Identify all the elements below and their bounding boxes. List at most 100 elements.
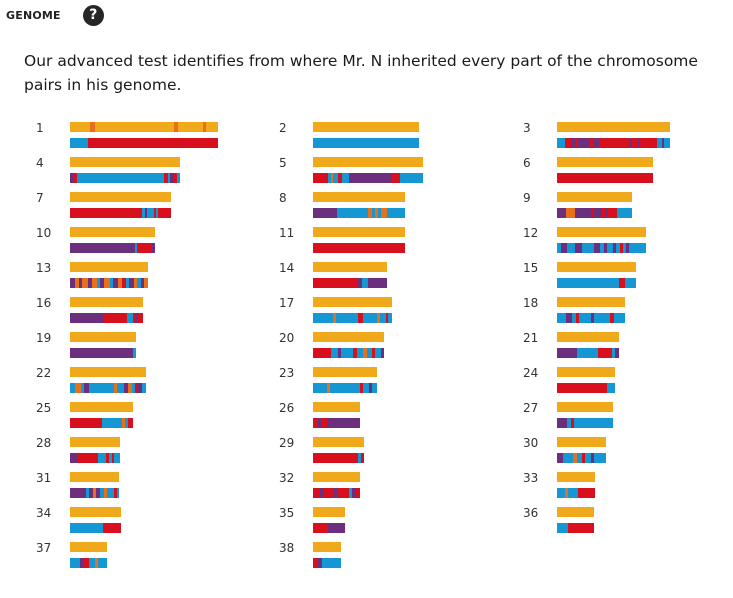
segment-yellow bbox=[95, 122, 175, 132]
chromosome-bar-bottom bbox=[313, 348, 384, 358]
question-circle-icon[interactable]: ? bbox=[82, 4, 104, 26]
genome-header: GENOME ? bbox=[6, 4, 104, 26]
segment-purple bbox=[561, 243, 568, 253]
segment-blue bbox=[177, 173, 180, 183]
segment-orange bbox=[92, 278, 98, 288]
segment-blue bbox=[70, 558, 81, 568]
segment-red bbox=[70, 208, 143, 218]
segment-purple bbox=[129, 278, 135, 288]
chromosome-bar-bottom bbox=[313, 523, 345, 533]
segment-purple bbox=[70, 278, 76, 288]
chromosome-bar-bottom bbox=[557, 348, 619, 358]
chromosome-bar-top bbox=[313, 157, 423, 167]
chromosome-bar-top bbox=[313, 192, 405, 202]
segment-orange bbox=[331, 173, 334, 183]
chromosome-number: 10 bbox=[36, 226, 52, 240]
chromosome-bar-bottom bbox=[70, 523, 121, 533]
segment-blue bbox=[577, 348, 599, 358]
chromosome-bar-top bbox=[70, 157, 180, 167]
segment-blue bbox=[137, 278, 142, 288]
segment-red bbox=[174, 173, 178, 183]
segment-purple bbox=[79, 278, 83, 288]
segment-blue bbox=[574, 418, 613, 428]
segment-blue bbox=[110, 278, 114, 288]
segment-blue bbox=[363, 313, 378, 323]
chromosome-bar-top bbox=[557, 157, 653, 167]
segment-blue bbox=[126, 278, 130, 288]
chromosome-bar-top bbox=[70, 402, 133, 412]
segment-purple bbox=[557, 453, 564, 463]
segment-purple bbox=[320, 488, 325, 498]
segment-blue bbox=[107, 488, 115, 498]
segment-red bbox=[353, 348, 358, 358]
segment-orange bbox=[95, 558, 99, 568]
segment-red bbox=[322, 418, 328, 428]
chromosome-bar-bottom bbox=[557, 278, 636, 288]
chromosome-bar-bottom bbox=[70, 278, 148, 288]
segment-purple bbox=[626, 243, 630, 253]
segment-red bbox=[557, 173, 653, 183]
segment-blue bbox=[372, 208, 376, 218]
chromosome-bar-top bbox=[313, 332, 384, 342]
segment-red bbox=[112, 453, 115, 463]
segment-red bbox=[114, 488, 118, 498]
segment-red bbox=[591, 208, 595, 218]
chromosome-bar-top bbox=[313, 472, 360, 482]
segment-red bbox=[137, 243, 153, 253]
segment-red bbox=[313, 453, 359, 463]
segment-blue bbox=[125, 418, 129, 428]
chromosome-number: 29 bbox=[279, 436, 295, 450]
segment-red bbox=[360, 383, 364, 393]
segment-blue bbox=[612, 348, 616, 358]
segment-purple bbox=[152, 243, 155, 253]
chromosome-bar-bottom bbox=[70, 208, 171, 218]
segment-red bbox=[576, 313, 580, 323]
segment-blue bbox=[100, 488, 105, 498]
chromosome-bar-bottom bbox=[70, 383, 146, 393]
segment-purple bbox=[381, 348, 384, 358]
segment-yellow bbox=[70, 262, 148, 272]
segment-orange bbox=[114, 383, 118, 393]
segment-yellow bbox=[70, 507, 121, 517]
segment-blue bbox=[117, 383, 125, 393]
segment-blue bbox=[387, 208, 405, 218]
segment-purple bbox=[70, 313, 104, 323]
segment-red bbox=[358, 313, 364, 323]
segment-yellow bbox=[557, 297, 625, 307]
chromosome-bar-top bbox=[557, 227, 646, 237]
segment-red bbox=[582, 453, 586, 463]
chromosome-bar-bottom bbox=[70, 313, 143, 323]
segment-purple bbox=[605, 208, 609, 218]
segment-purple bbox=[591, 313, 595, 323]
segment-red bbox=[361, 453, 364, 463]
segment-yellow bbox=[557, 227, 646, 237]
segment-yellow bbox=[70, 472, 119, 482]
segment-purple bbox=[70, 243, 136, 253]
chromosome-number: 2 bbox=[279, 121, 287, 135]
segment-purple bbox=[136, 313, 139, 323]
chromosome-number: 8 bbox=[279, 191, 287, 205]
chromosome-bar-bottom bbox=[70, 418, 133, 428]
segment-purple bbox=[327, 418, 360, 428]
segment-red bbox=[599, 138, 630, 148]
chromosome-bar-top bbox=[70, 542, 107, 552]
chromosome-bar-bottom bbox=[313, 208, 405, 218]
segment-purple bbox=[88, 278, 93, 288]
segment-purple bbox=[328, 523, 345, 533]
segment-orange bbox=[75, 383, 82, 393]
segment-orange bbox=[333, 313, 337, 323]
chromosome-number: 23 bbox=[279, 366, 295, 380]
segment-red bbox=[313, 348, 332, 358]
chromosome-number: 14 bbox=[279, 261, 295, 275]
segment-yellow bbox=[313, 227, 405, 237]
segment-blue bbox=[322, 558, 341, 568]
segment-yellow bbox=[557, 262, 636, 272]
segment-purple bbox=[334, 488, 338, 498]
chromosome-bar-bottom bbox=[70, 243, 155, 253]
chromosome-number: 19 bbox=[36, 331, 52, 345]
segment-blue bbox=[358, 453, 362, 463]
segment-red bbox=[372, 348, 376, 358]
segment-blue bbox=[616, 243, 621, 253]
segment-blue bbox=[557, 138, 566, 148]
segment-purple bbox=[96, 488, 101, 498]
